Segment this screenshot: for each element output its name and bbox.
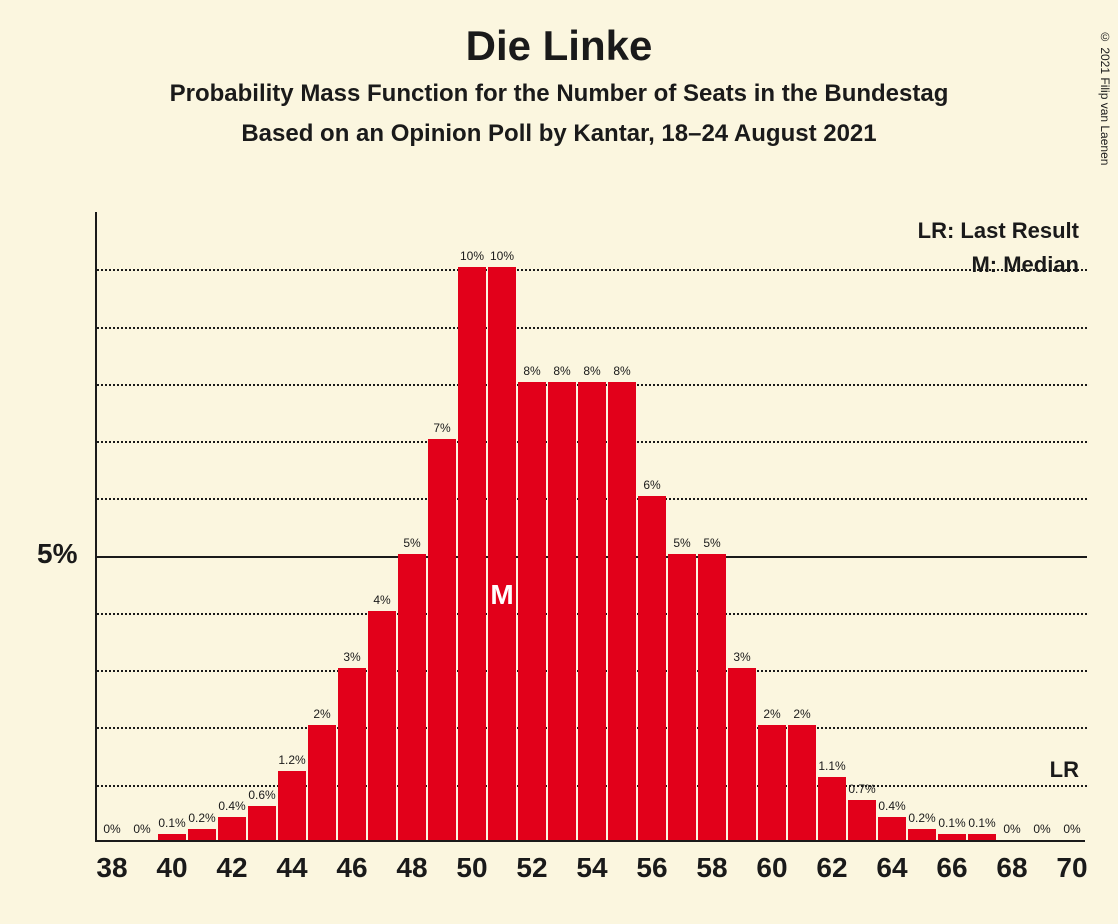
bar-value-label: 5% [392, 536, 432, 550]
bar-value-label: 6% [632, 478, 672, 492]
bar-value-label: 2% [302, 707, 342, 721]
chart-subtitle-1: Probability Mass Function for the Number… [0, 80, 1118, 108]
bar [248, 806, 276, 840]
bar [758, 725, 786, 840]
bar [158, 834, 186, 840]
bar-value-label: 4% [362, 593, 402, 607]
xaxis-tick: 48 [387, 852, 437, 884]
bar [668, 554, 696, 840]
bar [428, 439, 456, 840]
chart-container: LR: Last Result M: Median 0%0%0.1%0.2%0.… [95, 212, 1085, 842]
bar-value-label: 0% [1052, 822, 1092, 836]
bar-value-label: 5% [692, 536, 732, 550]
bar [548, 382, 576, 840]
bar [188, 829, 216, 840]
bar-value-label: 3% [722, 650, 762, 664]
median-marker: M [483, 579, 521, 611]
xaxis-tick: 64 [867, 852, 917, 884]
bar [518, 382, 546, 840]
bar [608, 382, 636, 840]
xaxis-tick: 54 [567, 852, 617, 884]
bar [368, 611, 396, 840]
xaxis-tick: 66 [927, 852, 977, 884]
bar [308, 725, 336, 840]
chart-title: Die Linke [0, 22, 1118, 70]
yaxis-tick-5pct: 5% [37, 538, 77, 570]
copyright-text: © 2021 Filip van Laenen [1098, 30, 1112, 165]
bar-value-label: 3% [332, 650, 372, 664]
bar-value-label: 2% [782, 707, 822, 721]
xaxis-tick: 56 [627, 852, 677, 884]
bar [218, 817, 246, 840]
xaxis-tick: 42 [207, 852, 257, 884]
last-result-marker: LR [1050, 757, 1079, 783]
xaxis-tick: 38 [87, 852, 137, 884]
plot-area: 0%0%0.1%0.2%0.4%0.6%1.2%2%3%4%5%7%10%10%… [95, 212, 1085, 842]
bar [728, 668, 756, 840]
bar [788, 725, 816, 840]
chart-subtitle-2: Based on an Opinion Poll by Kantar, 18–2… [0, 120, 1118, 148]
bar [938, 834, 966, 840]
bar-value-label: 0.6% [242, 788, 282, 802]
xaxis-tick: 62 [807, 852, 857, 884]
bar-value-label: 1.1% [812, 759, 852, 773]
xaxis-tick: 60 [747, 852, 797, 884]
xaxis-tick: 44 [267, 852, 317, 884]
gridline [97, 327, 1087, 329]
xaxis-tick: 46 [327, 852, 377, 884]
gridline [97, 269, 1087, 271]
bar-value-label: 0.7% [842, 782, 882, 796]
bar [338, 668, 366, 840]
bar-value-label: 1.2% [272, 753, 312, 767]
bar [278, 771, 306, 840]
bar [488, 267, 516, 840]
bar [458, 267, 486, 840]
xaxis-tick: 68 [987, 852, 1037, 884]
bar [578, 382, 606, 840]
bar-value-label: 8% [602, 364, 642, 378]
xaxis-tick: 70 [1047, 852, 1097, 884]
bar [398, 554, 426, 840]
xaxis-tick: 58 [687, 852, 737, 884]
xaxis-tick: 40 [147, 852, 197, 884]
bar-value-label: 7% [422, 421, 462, 435]
bar-value-label: 10% [482, 249, 522, 263]
xaxis-tick: 52 [507, 852, 557, 884]
bar [698, 554, 726, 840]
xaxis-tick: 50 [447, 852, 497, 884]
